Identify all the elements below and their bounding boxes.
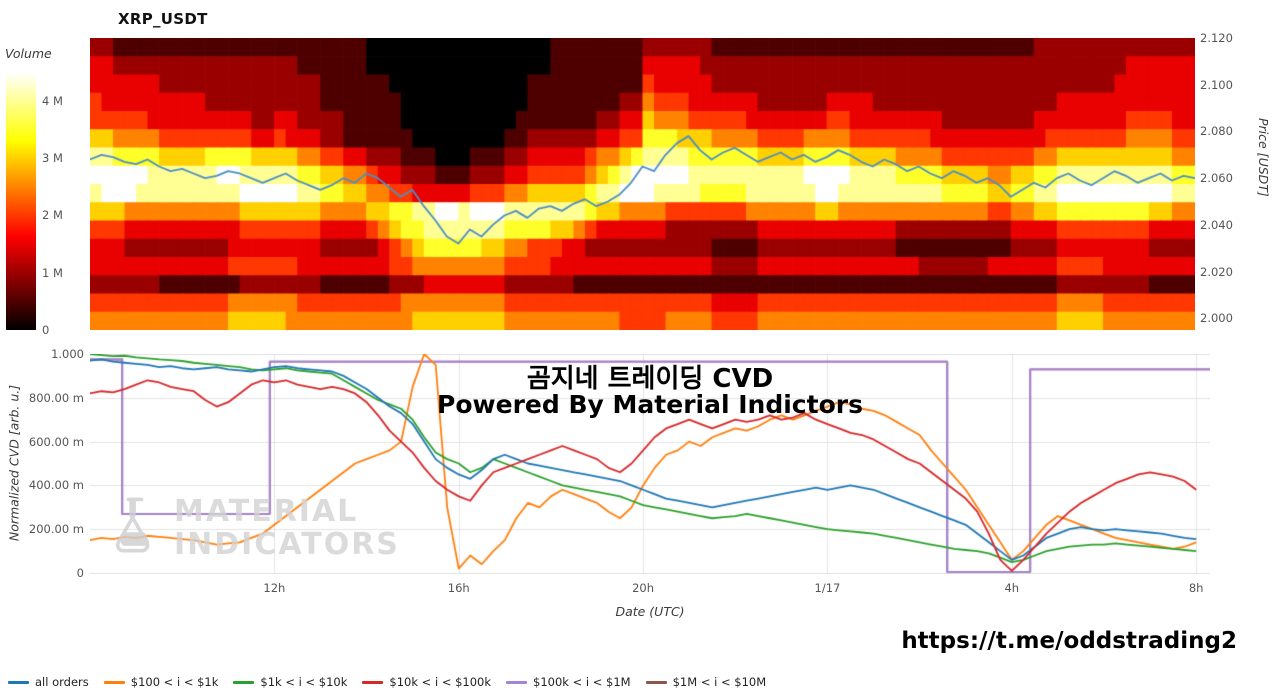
colorbar-tick-label: 1 M <box>42 265 63 280</box>
legend-swatch-icon <box>645 680 667 684</box>
legend-item: $1k < i < $10k <box>233 675 347 689</box>
price-axis-label: Price [USDT] <box>1256 118 1271 197</box>
legend-item: $10k < i < $100k <box>362 675 491 689</box>
flask-icon <box>106 494 164 562</box>
price-tick-label: 2.120 <box>1200 31 1233 45</box>
legend-label: $100 < i < $1k <box>130 675 219 689</box>
colorbar-tick-label: 4 M <box>42 93 63 108</box>
price-tick-label: 2.060 <box>1200 171 1233 186</box>
price-tick-label: 2.000 <box>1200 311 1233 326</box>
price-tick-label: 2.040 <box>1200 217 1233 232</box>
chart-title: XRP_USDT <box>118 10 208 28</box>
price-tick-label: 2.100 <box>1200 77 1233 92</box>
price-tick-labels: 2.120 2.100 2.080 2.060 2.040 2.020 2.000 <box>1200 0 1248 692</box>
cvd-ytick-label: 0 <box>76 566 84 580</box>
cvd-xtick-label: 20h <box>632 581 655 595</box>
legend-item: $100k < i < $1M <box>506 675 631 689</box>
watermark-line1: MATERIAL <box>174 494 359 529</box>
legend-item: $100 < i < $1k <box>103 675 219 689</box>
legend-label: $1k < i < $10k <box>260 675 348 689</box>
legend-swatch-icon <box>506 680 528 684</box>
legend-label: $100k < i < $1M <box>533 675 631 689</box>
cvd-ytick-label: 800.00 m <box>28 390 84 405</box>
cvd-axis-label: Normalized CVD [arb. u.] <box>6 384 22 542</box>
cvd-ytick-label: 600.00 m <box>28 434 84 449</box>
cvd-ytick-label: 400.00 m <box>28 478 84 493</box>
volume-colorbar <box>6 72 36 330</box>
price-tick-label: 2.020 <box>1200 264 1233 279</box>
material-indicators-watermark: MATERIAL INDICATORS <box>106 494 400 562</box>
cvd-chart <box>90 354 1210 574</box>
legend-label: $1M < i < $10M <box>672 675 767 689</box>
cvd-xtick-label: 1/17 <box>814 581 841 595</box>
legend-swatch-icon <box>103 680 125 684</box>
overlay-subtitle: Powered By Material Indictors <box>437 390 863 419</box>
date-axis-label: Date (UTC) <box>615 604 685 619</box>
volume-heatmap <box>90 38 1195 330</box>
overlay-title: 곰지네 트레이딩 CVD <box>526 364 774 394</box>
cvd-ytick-label: 1.000 <box>51 347 84 361</box>
colorbar-tick-label: 0 <box>42 323 50 337</box>
legend-swatch-icon <box>233 680 255 684</box>
legend: all orders $100 < i < $1k $1k < i < $10k $1… <box>8 675 766 689</box>
cvd-xtick-label: 4h <box>1004 581 1020 595</box>
colorbar-tick-labels: 0 1 M 2 M 3 M 4 M <box>42 0 82 692</box>
cvd-xtick-label: 8h <box>1188 581 1204 595</box>
watermark-line2: INDICATORS <box>174 527 400 562</box>
price-tick-label: 2.080 <box>1200 124 1233 139</box>
telegram-link: https://t.me/oddstrading2 <box>901 628 1237 654</box>
legend-label: all orders <box>35 675 89 689</box>
volume-axis-label: Volume <box>5 46 52 61</box>
cvd-ytick-label: 200.00 m <box>28 522 84 537</box>
cvd-xtick-label: 16h <box>447 581 470 595</box>
colorbar-tick-label: 2 M <box>42 208 63 223</box>
colorbar-tick-label: 3 M <box>42 151 63 165</box>
legend-item: all orders <box>8 675 89 689</box>
legend-swatch-icon <box>8 680 29 684</box>
legend-swatch-icon <box>362 680 384 684</box>
legend-label: $10k < i < $100k <box>389 675 492 689</box>
legend-item: $1M < i < $10M <box>645 675 767 689</box>
cvd-xtick-label: 12h <box>263 581 286 595</box>
